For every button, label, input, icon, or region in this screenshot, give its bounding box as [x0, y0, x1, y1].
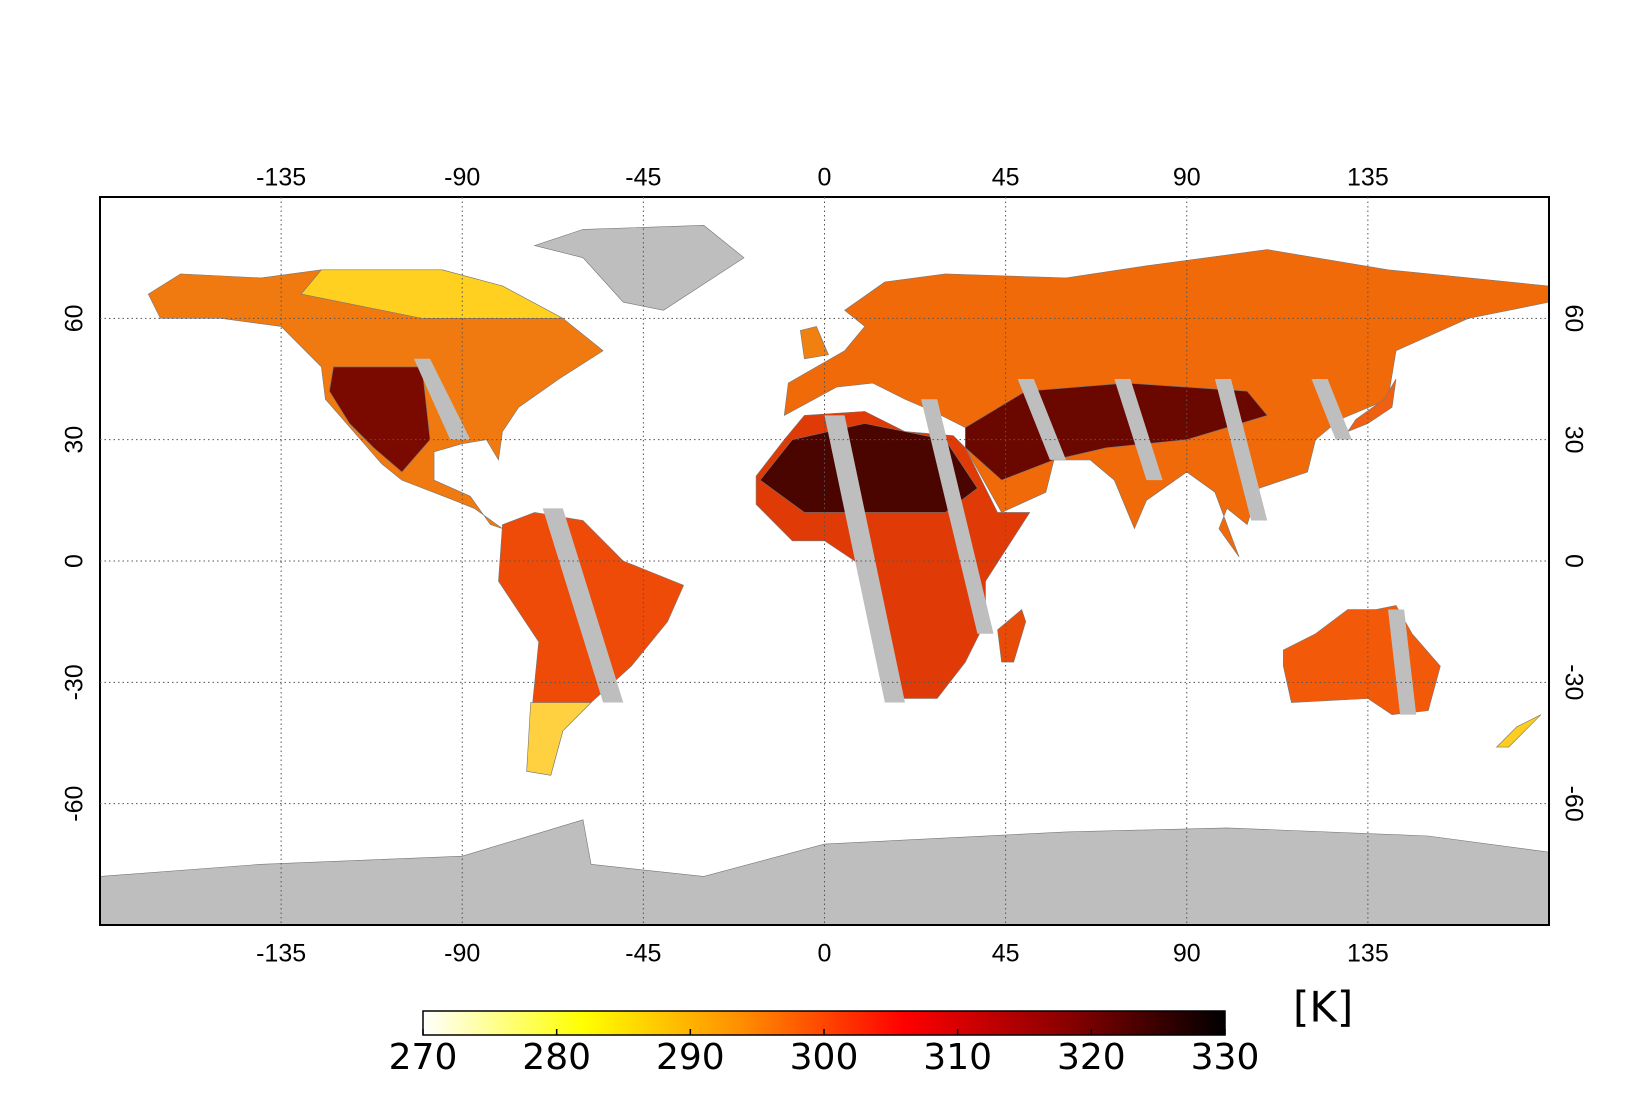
y-tick-label-right: 0 [1559, 554, 1587, 568]
y-tick-label-right: -60 [1559, 786, 1587, 822]
x-tick-label-top: 135 [1347, 164, 1389, 192]
x-tick-label-bottom: -45 [625, 940, 661, 968]
australia [1283, 605, 1441, 715]
colorbar-tick-label: 310 [923, 1037, 992, 1078]
x-tick-label-top: -90 [444, 164, 480, 192]
swath-gap [921, 399, 994, 634]
japan [1346, 378, 1397, 433]
colorbar-tick-label: 330 [1191, 1037, 1260, 1078]
x-tick-label-bottom: 90 [1173, 940, 1201, 968]
x-tick-label-top: 0 [818, 164, 832, 192]
colorbar-unit: [K] [1293, 983, 1353, 1032]
x-tick-label-top: -45 [625, 164, 661, 192]
x-tick-label-bottom: -135 [256, 940, 306, 968]
swath-gap [1388, 609, 1417, 715]
x-tick-label-bottom: 45 [992, 940, 1020, 968]
swath-gap [542, 508, 624, 703]
swath-gaps [413, 358, 1417, 715]
swath-gap [1017, 379, 1066, 460]
madagascar [997, 609, 1027, 663]
swath-gap [1214, 379, 1268, 521]
x-tick-label-bottom: 0 [818, 940, 832, 968]
x-tick-label-top: 90 [1173, 164, 1201, 192]
y-tick-label-right: 60 [1559, 304, 1587, 332]
x-tick-label-top: 45 [992, 164, 1020, 192]
y-tick-label-left: 30 [61, 426, 89, 454]
y-tick-label-right: -30 [1559, 664, 1587, 700]
y-tick-label-left: 0 [61, 554, 89, 568]
y-tick-label-left: -30 [61, 664, 89, 700]
y-tick-label-right: 30 [1559, 426, 1587, 454]
patagonia [526, 702, 592, 776]
land [99, 225, 1550, 926]
greenland [533, 225, 745, 311]
colorbar-tick-label: 290 [656, 1037, 725, 1078]
swath-gap [824, 415, 905, 703]
uk [800, 326, 829, 360]
colorbar-tick-label: 300 [790, 1037, 859, 1078]
colorbar-tick-label: 270 [389, 1037, 458, 1078]
y-tick-label-left: -60 [61, 786, 89, 822]
new-zealand [1495, 714, 1542, 748]
swath-gap [413, 358, 471, 440]
x-tick-label-bottom: 135 [1347, 940, 1389, 968]
swath-gap [1311, 379, 1352, 440]
swath-gap [1114, 379, 1163, 481]
colorbar-tick-label: 280 [522, 1037, 591, 1078]
x-tick-label-bottom: -90 [444, 940, 480, 968]
y-tick-label-left: 60 [61, 304, 89, 332]
colorbar-tick-label: 320 [1057, 1037, 1126, 1078]
x-tick-label-top: -135 [256, 164, 306, 192]
canada-north [300, 269, 564, 319]
